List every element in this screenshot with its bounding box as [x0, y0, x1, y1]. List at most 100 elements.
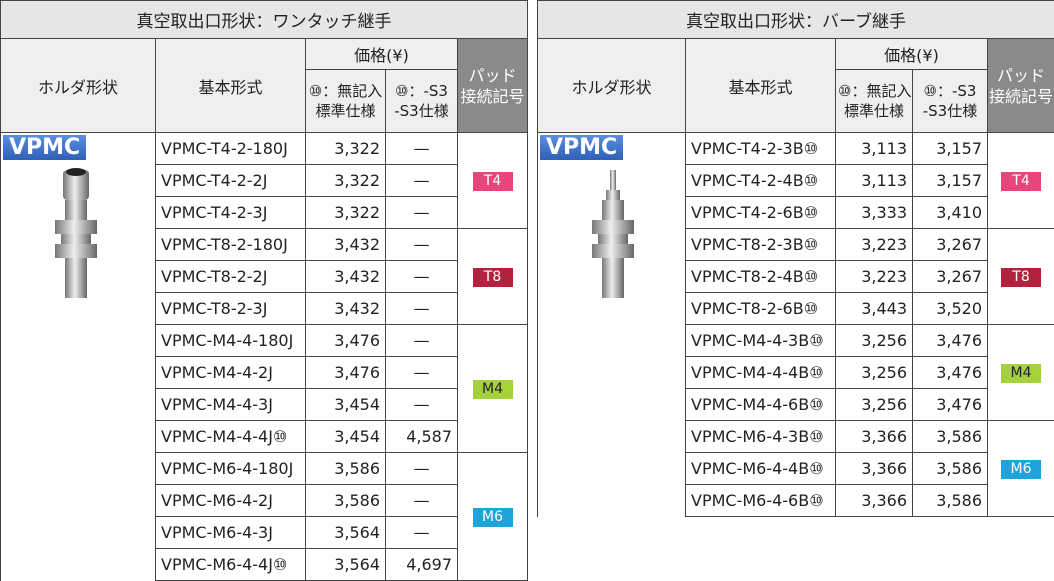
price-cell: —	[386, 453, 458, 485]
price-cell: 3,366	[836, 485, 913, 517]
pad-badge: M4	[1001, 364, 1041, 383]
price-cell: 3,432	[306, 293, 386, 325]
table-head: 真空取出口形状：バーブ継手ホルダ形状基本形式価格(¥)パッド接続記号 ⑩：無記入標…	[538, 1, 1054, 133]
subheader-line: ⑩：-S3	[388, 81, 455, 101]
title-row: 真空取出口形状：ワンタッチ継手	[1, 1, 528, 39]
price-cell: 3,256	[836, 357, 913, 389]
price-cell: —	[386, 485, 458, 517]
holder-header: ホルダ形状	[1, 39, 156, 133]
model-cell: VPMC-M6-4-2J	[156, 485, 306, 517]
model-cell: VPMC-M4-4-6B⑩	[686, 389, 836, 421]
model-cell: VPMC-T4-2-2J	[156, 165, 306, 197]
price-cell: —	[386, 197, 458, 229]
table-title: 真空取出口形状：ワンタッチ継手	[1, 1, 528, 39]
price-cell: —	[386, 357, 458, 389]
model-cell: VPMC-T4-2-3J	[156, 197, 306, 229]
model-cell: VPMC-M6-4-6B⑩	[686, 485, 836, 517]
holder-label: VPMC	[540, 135, 623, 160]
price-cell: 4,697	[386, 549, 458, 581]
model-header: 基本形式	[156, 39, 306, 133]
pad-cell: T8	[458, 229, 528, 325]
title-row: 真空取出口形状：バーブ継手	[538, 1, 1054, 39]
price-cell: 3,322	[306, 197, 386, 229]
price-cell: 3,454	[306, 421, 386, 453]
price-cell: 3,256	[836, 325, 913, 357]
model-cell: VPMC-T8-2-4B⑩	[686, 261, 836, 293]
subheader-line: ⑩：無記入	[838, 81, 910, 101]
pad-cell: M4	[988, 325, 1054, 421]
pad-badge: M4	[473, 380, 513, 399]
pad-badge: M6	[473, 508, 513, 527]
pad-header-line: 接続記号	[988, 86, 1054, 107]
model-cell: VPMC-T4-2-3B⑩	[686, 133, 836, 165]
price-cell: 3,432	[306, 261, 386, 293]
subheader-line: -S3仕様	[915, 101, 985, 121]
price-cell: 3,432	[306, 229, 386, 261]
header-row: ホルダ形状基本形式価格(¥)パッド接続記号	[538, 39, 1054, 70]
price-cell: 3,586	[913, 485, 988, 517]
model-cell: VPMC-M4-4-2J	[156, 357, 306, 389]
price-cell: 3,256	[836, 389, 913, 421]
pad-header: パッド接続記号	[458, 39, 528, 133]
pad-cell: M6	[458, 453, 528, 581]
pad-header-line: パッド	[458, 65, 527, 86]
price-cell: 3,267	[913, 229, 988, 261]
price-cell: 3,366	[836, 421, 913, 453]
price-cell: 3,113	[836, 133, 913, 165]
price-cell: —	[386, 165, 458, 197]
pad-cell: M4	[458, 325, 528, 453]
pad-cell: T4	[988, 133, 1054, 229]
model-cell: VPMC-M4-4-3B⑩	[686, 325, 836, 357]
model-cell: VPMC-M6-4-4J⑩	[156, 549, 306, 581]
pad-badge: T4	[473, 172, 513, 191]
price-cell: —	[386, 229, 458, 261]
model-cell: VPMC-T8-2-6B⑩	[686, 293, 836, 325]
pad-badge: T8	[1001, 268, 1041, 287]
subheader-line: ⑩：無記入	[308, 81, 383, 101]
price-cell: 4,587	[386, 421, 458, 453]
price-cell: 3,454	[306, 389, 386, 421]
price-cell: 3,366	[836, 453, 913, 485]
model-cell: VPMC-M4-4-4J⑩	[156, 421, 306, 453]
model-cell: VPMC-M6-4-3B⑩	[686, 421, 836, 453]
pad-cell: T4	[458, 133, 528, 229]
holder-label: VPMC	[3, 135, 86, 160]
model-cell: VPMC-M4-4-180J	[156, 325, 306, 357]
price-cell: 3,267	[913, 261, 988, 293]
price-cell: 3,476	[913, 325, 988, 357]
price-cell: —	[386, 293, 458, 325]
spec-table: 真空取出口形状：バーブ継手ホルダ形状基本形式価格(¥)パッド接続記号 ⑩：無記入標…	[537, 0, 1054, 517]
price-cell: —	[386, 389, 458, 421]
price-cell: 3,476	[306, 325, 386, 357]
subheader-line: 標準仕様	[838, 101, 910, 121]
model-cell: VPMC-T4-2-4B⑩	[686, 165, 836, 197]
price-cell: 3,410	[913, 197, 988, 229]
model-cell: VPMC-T4-2-6B⑩	[686, 197, 836, 229]
price-cell: 3,157	[913, 165, 988, 197]
price-subheader: ⑩：無記入標準仕様	[306, 70, 386, 133]
subheader-line: ⑩：-S3	[915, 81, 985, 101]
header-row: ホルダ形状基本形式価格(¥)パッド接続記号	[1, 39, 528, 70]
price-cell: 3,564	[306, 517, 386, 549]
price-cell: 3,322	[306, 165, 386, 197]
model-cell: VPMC-T8-2-180J	[156, 229, 306, 261]
holder-header: ホルダ形状	[538, 39, 686, 133]
subheader-line: 標準仕様	[308, 101, 383, 121]
price-cell: 3,223	[836, 261, 913, 293]
price-cell: 3,443	[836, 293, 913, 325]
price-cell: 3,586	[306, 485, 386, 517]
price-cell: 3,113	[836, 165, 913, 197]
model-cell: VPMC-T8-2-3J	[156, 293, 306, 325]
holder-cell: VPMC	[538, 133, 686, 517]
model-cell: VPMC-M4-4-4B⑩	[686, 357, 836, 389]
model-cell: VPMC-T8-2-2J	[156, 261, 306, 293]
model-cell: VPMC-M6-4-3J	[156, 517, 306, 549]
price-cell: 3,476	[913, 389, 988, 421]
model-cell: VPMC-T8-2-3B⑩	[686, 229, 836, 261]
price-cell: 3,476	[306, 357, 386, 389]
